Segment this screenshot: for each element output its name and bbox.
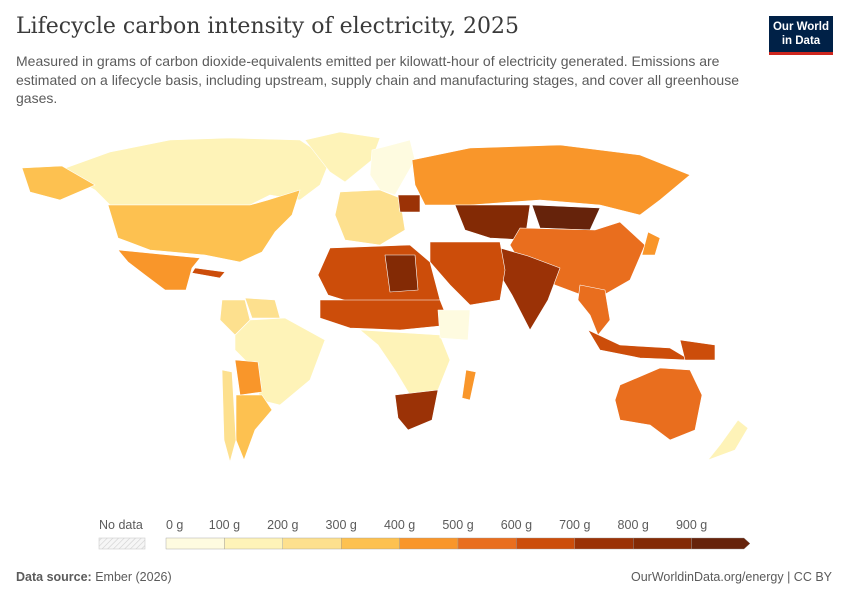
- country-united-states[interactable]: [21, 165, 301, 263]
- chart-subtitle: Measured in grams of carbon dioxide-equi…: [16, 53, 739, 106]
- world-map: [0, 125, 850, 475]
- country-australia[interactable]: [614, 367, 703, 441]
- country-papua-new-guinea[interactable]: [679, 339, 716, 361]
- credit-link[interactable]: OurWorldinData.org/energy | CC BY: [630, 570, 832, 584]
- legend-tick-label: 600 g: [501, 518, 532, 532]
- logo-line-1: Our World: [772, 21, 829, 33]
- legend-no-data-label: No data: [99, 518, 143, 532]
- legend-tick-label: 900 g: [676, 518, 707, 532]
- country-chile[interactable]: [221, 369, 237, 463]
- country-colombia[interactable]: [219, 299, 251, 336]
- legend-bin-0[interactable]: [165, 537, 225, 550]
- legend: No data 0 g 100 g 200 g 300 g 400 g 500 g 600 …: [98, 518, 751, 550]
- legend-bin-8[interactable]: [633, 537, 692, 550]
- data-source: Data source: Ember (2026): [16, 570, 172, 584]
- country-japan[interactable]: [641, 231, 661, 256]
- legend-tick-label: 300 g: [326, 518, 357, 532]
- logo-line-2: in Data: [781, 35, 821, 47]
- country-poland[interactable]: [397, 194, 421, 213]
- country-western-europe[interactable]: [334, 189, 406, 246]
- legend-no-data-swatch: [98, 537, 146, 550]
- country-new-zealand[interactable]: [707, 419, 749, 461]
- country-sahel[interactable]: [319, 299, 451, 331]
- country-mexico[interactable]: [117, 249, 201, 291]
- legend-bin-1[interactable]: [224, 537, 283, 550]
- legend-bin-3[interactable]: [341, 537, 400, 550]
- legend-tick-label: 700 g: [559, 518, 590, 532]
- legend-bin-9[interactable]: [691, 537, 751, 550]
- legend-tick-label: 100 g: [209, 518, 240, 532]
- country-cuba[interactable]: [191, 267, 226, 279]
- country-norway-sweden[interactable]: [369, 139, 416, 196]
- legend-bin-2[interactable]: [282, 537, 342, 550]
- country-bolivia[interactable]: [234, 359, 263, 396]
- legend-bin-5[interactable]: [457, 537, 517, 550]
- country-libya[interactable]: [384, 254, 419, 293]
- owid-logo[interactable]: Our World in Data: [769, 16, 833, 55]
- source-label: Data source:: [16, 570, 92, 584]
- country-ethiopia[interactable]: [437, 309, 471, 341]
- country-venezuela[interactable]: [244, 297, 281, 319]
- legend-tick-label: 0 g: [166, 518, 183, 532]
- legend-bin-7[interactable]: [574, 537, 634, 550]
- country-mongolia[interactable]: [531, 204, 601, 231]
- legend-bin-4[interactable]: [399, 537, 459, 550]
- legend-tick-label: 500 g: [442, 518, 473, 532]
- country-middle-east[interactable]: [429, 241, 506, 306]
- legend-tick-label: 400 g: [384, 518, 415, 532]
- chart-title: Lifecycle carbon intensity of electricit…: [16, 14, 520, 39]
- country-kazakhstan-central-asia[interactable]: [454, 204, 531, 241]
- legend-bin-6[interactable]: [516, 537, 576, 550]
- country-russia[interactable]: [411, 144, 691, 216]
- country-south-africa[interactable]: [394, 389, 439, 431]
- country-madagascar[interactable]: [461, 369, 477, 401]
- legend-tick-label: 200 g: [267, 518, 298, 532]
- source-link[interactable]: Ember (2026): [95, 570, 172, 584]
- legend-tick-label: 800 g: [618, 518, 649, 532]
